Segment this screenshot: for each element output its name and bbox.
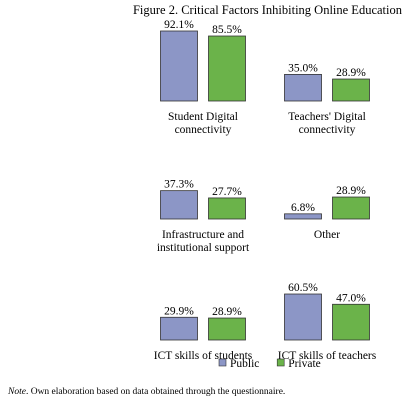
chart-legend: Public Private <box>218 358 321 370</box>
bar-other-public <box>284 213 322 220</box>
category-label-ict-skills-of-teachers: ICT skills of teachers <box>278 350 377 362</box>
category-label-teachers-digital-connectivity-line-2: connectivity <box>299 124 356 136</box>
panel-ict-skills-of-teachers: 60.5% 47.0% ICT skills of teachers <box>278 282 377 362</box>
legend-label-public: Public <box>230 358 259 370</box>
bar-teachers-digital-connectivity-public <box>284 73 322 102</box>
value-label-student-digital-connectivity-public: 92.1% <box>164 19 194 31</box>
category-label-student-digital-connectivity-line-1: Student Digital <box>168 111 238 123</box>
value-label-other-public: 6.8% <box>291 202 315 214</box>
bar-infrastructure-and-institutional-support-public <box>160 190 198 220</box>
note-label: Note <box>8 387 26 397</box>
value-label-student-digital-connectivity-private: 85.5% <box>212 24 242 36</box>
panel-infrastructure-and-institutional-support: 37.3% 27.7% Infrastructure andinstitutiona… <box>157 179 250 254</box>
category-label-other: Other <box>314 229 340 241</box>
chart-panels: 92.1% 85.5%Student Digitalconnectivity35.… <box>154 19 377 362</box>
bar-other-private <box>332 196 370 220</box>
bar-ict-skills-of-teachers-public <box>284 293 322 341</box>
bar-infrastructure-and-institutional-support-private <box>208 197 246 220</box>
value-label-teachers-digital-connectivity-public: 35.0% <box>288 62 318 74</box>
legend-swatch-public <box>218 358 227 367</box>
panel-ict-skills-of-students: 29.9% 28.9% ICT skills of students <box>154 305 253 362</box>
bar-ict-skills-of-students-public <box>160 316 198 341</box>
value-label-infrastructure-and-institutional-support-private: 27.7% <box>212 186 242 198</box>
bar-ict-skills-of-students-private <box>208 317 246 341</box>
value-label-ict-skills-of-teachers-private: 47.0% <box>336 292 366 304</box>
chart-title: Figure 2. Critical Factors Inhibiting On… <box>133 3 403 17</box>
note-body: . Own elaboration based on data obtained… <box>25 387 286 397</box>
category-label-infrastructure-and-institutional-support-line-2: institutional support <box>157 242 250 254</box>
figure-note: Note. Own elaboration based on data obta… <box>8 387 285 397</box>
bar-student-digital-connectivity-private <box>208 35 246 102</box>
value-label-other-private: 28.9% <box>336 185 366 197</box>
value-label-infrastructure-and-institutional-support-public: 37.3% <box>164 179 194 191</box>
bar-ict-skills-of-teachers-private <box>332 303 370 341</box>
value-label-ict-skills-of-students-public: 29.9% <box>164 305 194 317</box>
category-label-ict-skills-of-students: ICT skills of students <box>154 350 253 362</box>
bar-teachers-digital-connectivity-private <box>332 78 370 102</box>
value-label-teachers-digital-connectivity-private: 28.9% <box>336 67 366 79</box>
category-label-teachers-digital-connectivity-line-1: Teachers' Digital <box>288 111 366 123</box>
category-label-infrastructure-and-institutional-support-line-1: Infrastructure and <box>162 229 244 241</box>
legend-label-private: Private <box>288 358 321 370</box>
legend-swatch-private <box>276 358 285 367</box>
category-label-student-digital-connectivity-line-2: connectivity <box>175 124 232 136</box>
panel-other: 6.8% 28.9% Other <box>284 185 370 241</box>
bar-student-digital-connectivity-public <box>160 30 198 102</box>
value-label-ict-skills-of-teachers-public: 60.5% <box>288 282 318 294</box>
value-label-ict-skills-of-students-private: 28.9% <box>212 306 242 318</box>
